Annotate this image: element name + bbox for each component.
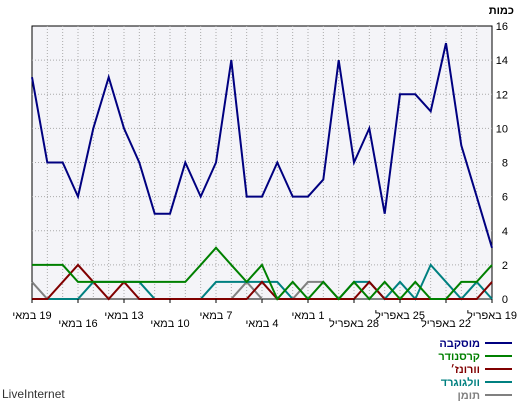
- series-line: [32, 246, 493, 301]
- series-line: [31, 42, 493, 249]
- y-tick-labels: 0 2 4 6 8 10 12 14 16: [496, 21, 508, 306]
- x-tick-label: 7 במאי: [199, 310, 232, 322]
- grid-lines: [32, 26, 492, 299]
- x-tick-labels: 19 במאי 16 במאי 13 במאי 10 במאי 7 במאי 4 במאי…: [12, 299, 517, 330]
- x-tick-label: 28 באפריל: [329, 317, 379, 330]
- series-line: [32, 263, 493, 301]
- y-tick-label: 2: [502, 260, 508, 272]
- x-tick-label: 1 במאי: [291, 310, 324, 322]
- y-tick-label: 8: [502, 158, 508, 170]
- brand-logo-text: LiveInternet: [2, 387, 65, 401]
- x-tick-label: 4 במאי: [245, 318, 278, 330]
- x-tick-label: 16 במאי: [58, 318, 97, 330]
- legend-label: תומן: [457, 390, 480, 402]
- y-tick-label: 10: [496, 123, 508, 135]
- y-axis-title: כמות: [489, 5, 514, 17]
- x-tick-label: 10 במאי: [150, 318, 189, 330]
- y-tick-label: 12: [496, 89, 508, 101]
- legend-label: קרסנודר: [438, 351, 480, 363]
- legend-label: מוסקבה: [439, 338, 480, 350]
- x-tick-label: 22 באפריל: [421, 317, 471, 330]
- x-tick-label: 25 באפריל: [375, 309, 425, 322]
- x-tick-label: 13 במאי: [104, 310, 143, 322]
- x-tick-label: 19 באפריל: [467, 309, 517, 322]
- y-tick-label: 6: [502, 192, 508, 204]
- y-tick-label: 16: [496, 21, 508, 33]
- y-tick-label: 0: [502, 294, 508, 306]
- legend-label: וולגוגרד: [441, 376, 480, 389]
- y-tick-label: 4: [502, 226, 508, 238]
- x-tick-label: 19 במאי: [12, 310, 51, 322]
- y-tick-label: 14: [496, 55, 508, 67]
- legend-label: וורונז׳: [450, 363, 480, 376]
